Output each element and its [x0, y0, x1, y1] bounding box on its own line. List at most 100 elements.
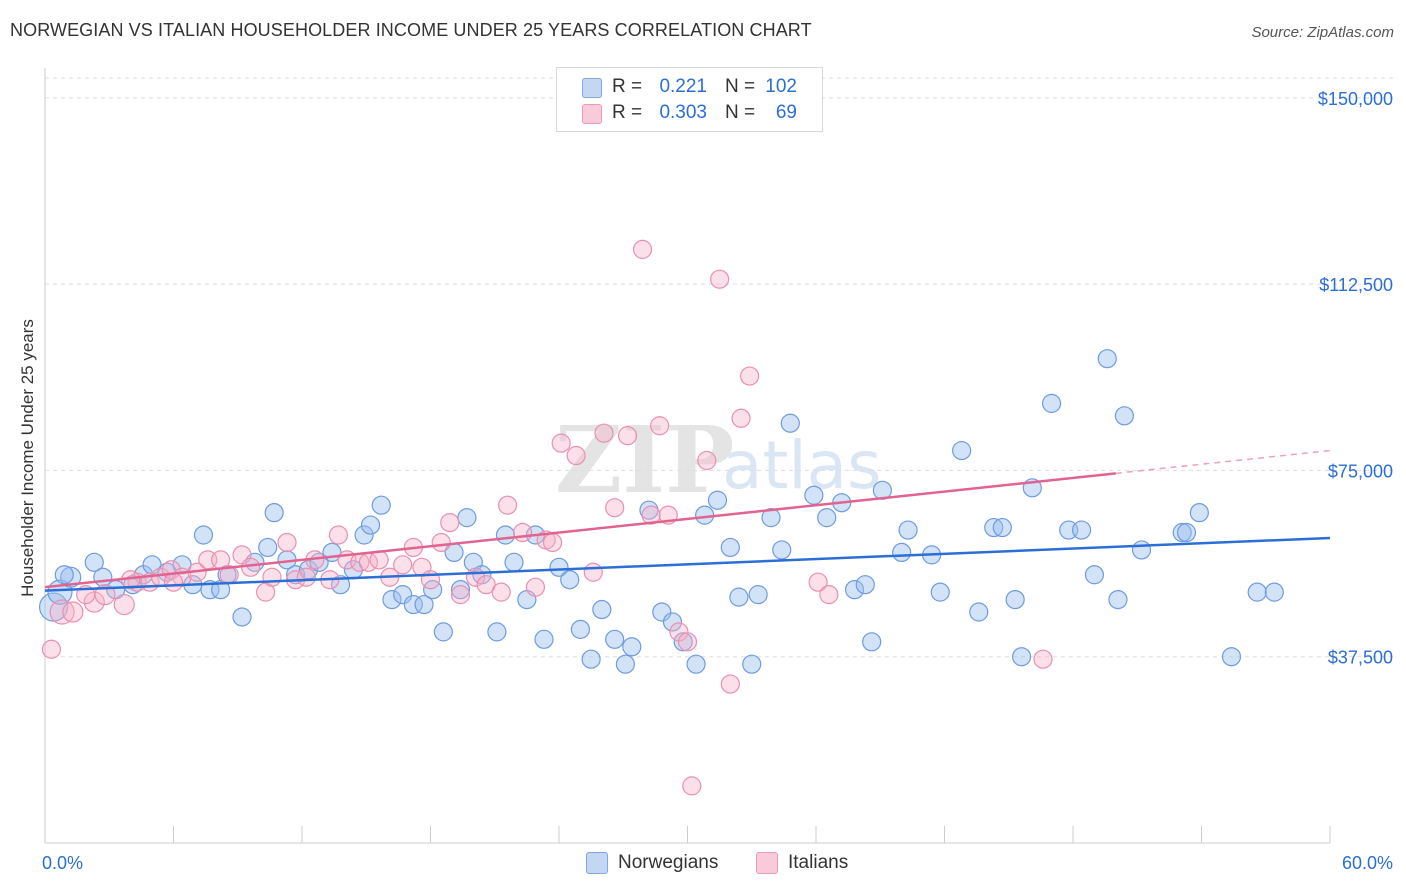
italian-point [650, 416, 670, 436]
italian-point [1033, 649, 1053, 669]
norwegian-point [662, 612, 683, 632]
legend-n-value: 69 [775, 102, 797, 123]
bottom-legend-label: Italians [788, 852, 849, 873]
legend-n-label: N = [725, 76, 756, 97]
italian-point [551, 433, 571, 453]
italian-point [450, 585, 471, 605]
norwegian-point [686, 654, 706, 674]
norwegian-point [264, 503, 284, 523]
norwegian-point [1084, 565, 1105, 585]
source-label: Source: ZipAtlas.com [1251, 24, 1394, 41]
italian-point [296, 567, 316, 587]
norwegian-trend-line [44, 536, 1331, 592]
norwegian-point [892, 542, 912, 562]
italian-point [49, 599, 75, 625]
norwegian-point [742, 654, 762, 674]
norwegian-point [1005, 589, 1025, 610]
norwegian-point [673, 632, 693, 652]
legend-n-value: 102 [765, 76, 797, 97]
norwegian-point [371, 495, 391, 515]
norwegian-point [615, 654, 635, 674]
norwegian-point [1011, 647, 1032, 667]
norwegian-point [804, 485, 824, 505]
norwegian-point [1108, 589, 1128, 610]
italian-point [819, 585, 839, 605]
italian-point [808, 572, 828, 592]
norwegian-point [1247, 582, 1267, 602]
norwegian-point [969, 602, 989, 622]
chart-title: NORWEGIAN VS ITALIAN HOUSEHOLDER INCOME … [10, 20, 812, 40]
legend-swatch-italians [582, 104, 602, 124]
italian-point [740, 366, 760, 386]
italian-point [594, 423, 614, 443]
italian-point [113, 593, 135, 616]
y-tick-label: $112,500 [1319, 275, 1393, 295]
italian-point [632, 239, 653, 259]
italian-point [617, 426, 638, 446]
y-tick-label: $37,500 [1328, 648, 1393, 668]
norwegian-point [748, 585, 768, 605]
italian-point [677, 632, 698, 652]
italian-point [241, 557, 261, 577]
norwegian-point [1172, 522, 1192, 543]
norwegian-point [605, 629, 625, 649]
italian-point [566, 445, 586, 466]
norwegian-point [652, 602, 672, 622]
legend-r-label: R = [612, 102, 643, 123]
norwegian-point [581, 649, 601, 669]
italian-point [542, 532, 563, 553]
watermark-zip: ZIP [555, 406, 734, 514]
norwegian-point [495, 525, 516, 545]
italian-point [498, 495, 518, 515]
bottom-legend-label: Norwegians [618, 852, 719, 873]
norwegian-point [1264, 582, 1284, 602]
legend-r-value: 0.221 [659, 76, 707, 97]
norwegian-point [549, 557, 569, 577]
legend-swatch-norwegians [582, 78, 602, 98]
italian-trend-extension [1115, 449, 1331, 475]
norwegian-point [1097, 349, 1117, 369]
watermark-atlas: atlas [722, 427, 882, 504]
italian-point [682, 776, 702, 796]
norwegian-point [54, 565, 74, 585]
italian-point [697, 450, 717, 471]
italian-point [431, 532, 451, 553]
norwegian-point [360, 515, 381, 535]
norwegian-point [534, 629, 554, 649]
italian-trend-line [44, 472, 1116, 589]
norwegian-point [1114, 406, 1135, 426]
norwegian-point [1176, 522, 1197, 543]
italian-point [41, 639, 62, 659]
norwegian-point [898, 520, 918, 540]
x-tick-label: 60.0% [1342, 853, 1393, 873]
norwegian-point [930, 582, 950, 602]
norwegian-point [570, 619, 591, 639]
norwegian-point [952, 440, 972, 461]
norwegian-point [84, 552, 104, 572]
norwegian-point [729, 587, 749, 607]
y-tick-label: $75,000 [1328, 461, 1393, 481]
norwegian-point [354, 525, 374, 545]
italian-point [62, 601, 84, 623]
norwegian-point [232, 607, 252, 627]
norwegian-point [433, 622, 453, 642]
correlation-legend: R = 0.221 N = 102 R = 0.303 N = 69 [556, 67, 823, 132]
italian-point [262, 567, 282, 587]
norwegian-point [258, 537, 278, 558]
norwegian-point [844, 580, 865, 600]
italian-point [512, 522, 533, 543]
norwegian-point [1221, 647, 1242, 667]
italian-point [605, 498, 625, 518]
norwegian-point [862, 632, 882, 652]
italian-point [583, 562, 603, 582]
norwegian-point [457, 508, 477, 528]
legend-r-label: R = [612, 76, 643, 97]
italian-point [710, 269, 730, 289]
norwegian-point [1041, 393, 1062, 413]
norwegian-point [330, 575, 351, 595]
italian-point [720, 674, 740, 694]
italian-point [393, 555, 413, 575]
norwegian-point [855, 575, 875, 595]
norwegian-point [992, 517, 1012, 538]
